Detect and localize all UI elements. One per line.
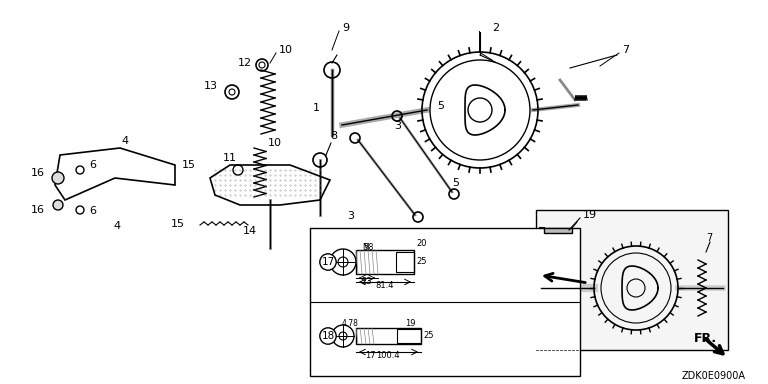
Text: 16: 16 (31, 205, 45, 215)
Text: 10: 10 (268, 138, 282, 148)
Circle shape (53, 200, 63, 210)
Text: 6: 6 (89, 160, 96, 170)
Text: 17: 17 (321, 257, 335, 267)
Bar (396, 252, 414, 272)
Text: 5: 5 (437, 101, 444, 111)
Text: 11: 11 (223, 153, 237, 163)
Text: 9: 9 (342, 23, 349, 33)
Text: 5: 5 (452, 178, 459, 188)
Text: 8: 8 (330, 131, 337, 141)
Text: 12: 12 (238, 58, 252, 68)
Circle shape (52, 172, 64, 184)
Text: 20: 20 (416, 240, 426, 248)
Text: 4.78: 4.78 (342, 319, 359, 328)
Text: 7: 7 (706, 233, 712, 243)
Text: 4: 4 (121, 136, 128, 146)
Text: FR.: FR. (694, 331, 717, 344)
Bar (310, 228, 580, 376)
Text: 18: 18 (321, 331, 335, 341)
Text: 4: 4 (113, 221, 120, 231)
Text: 14: 14 (243, 226, 257, 236)
Text: 13: 13 (204, 81, 218, 91)
Text: 23: 23 (362, 276, 372, 285)
Text: 3: 3 (347, 211, 354, 221)
Text: 10: 10 (279, 45, 293, 55)
Bar (397, 329, 421, 343)
Text: M8: M8 (362, 243, 374, 252)
Text: 17: 17 (365, 351, 376, 361)
Text: ZDK0E0900A: ZDK0E0900A (682, 371, 746, 381)
Text: 6: 6 (89, 206, 96, 216)
Bar (536, 210, 728, 350)
Text: 7: 7 (622, 45, 629, 55)
Text: 3: 3 (394, 121, 401, 131)
Bar (356, 328, 421, 344)
Text: 2: 2 (492, 23, 499, 33)
Text: 25: 25 (423, 331, 433, 341)
Text: 15: 15 (171, 219, 185, 229)
Text: 100.4: 100.4 (376, 351, 400, 361)
Text: 81.4: 81.4 (376, 281, 394, 291)
Text: 19: 19 (405, 319, 415, 328)
Text: 16: 16 (31, 168, 45, 178)
Text: 25: 25 (416, 258, 426, 266)
Bar (544, 228, 572, 233)
Text: 1: 1 (313, 103, 320, 113)
Bar (356, 250, 414, 274)
Text: 5: 5 (363, 243, 369, 252)
Text: 15: 15 (182, 160, 196, 170)
Text: 19: 19 (583, 210, 598, 220)
